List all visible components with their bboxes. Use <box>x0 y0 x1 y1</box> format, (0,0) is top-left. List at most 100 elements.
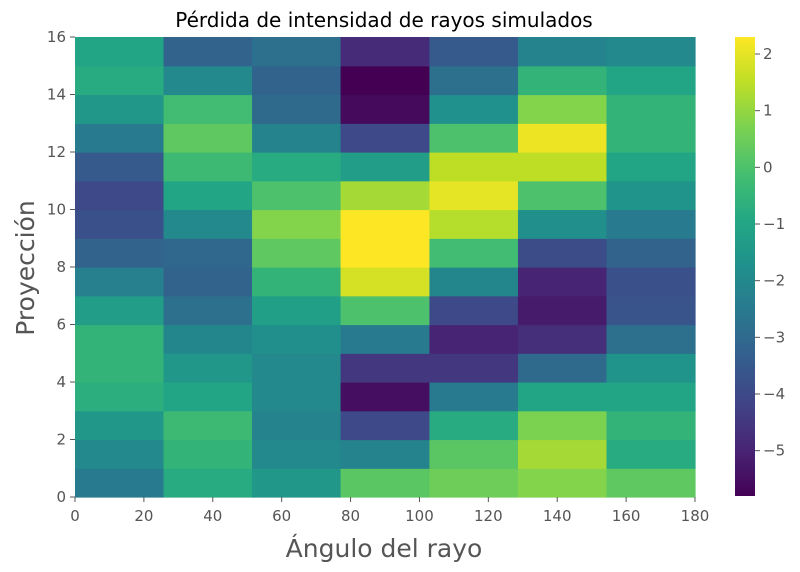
y-tick-label: 0 <box>56 488 66 506</box>
heatmap-cell <box>606 180 696 211</box>
heatmap-cell <box>252 37 342 67</box>
heatmap-cell <box>163 238 253 268</box>
heatmap-cell <box>429 295 519 326</box>
heatmap-cell <box>606 152 696 182</box>
heatmap-cell <box>517 324 608 354</box>
heatmap-cell <box>252 94 342 124</box>
heatmap-cells <box>75 37 696 498</box>
heatmap-cell <box>75 238 165 268</box>
heatmap-cell <box>340 209 431 239</box>
heatmap-cell <box>517 94 608 124</box>
heatmap-cell <box>340 123 431 153</box>
colorbar <box>735 37 755 496</box>
heatmap-cell <box>75 65 165 96</box>
heatmap-cell <box>75 324 165 354</box>
heatmap-cell <box>517 37 608 67</box>
heatmap-cell <box>517 238 608 268</box>
colorbar-tick-label: −1 <box>763 215 785 233</box>
heatmap-cell <box>163 295 253 326</box>
heatmap-cell <box>252 267 342 297</box>
heatmap-cell <box>252 123 342 153</box>
heatmap-cell <box>429 37 519 67</box>
heatmap-cell <box>429 65 519 96</box>
heatmap-cell <box>517 468 608 498</box>
heatmap-cell <box>75 295 165 326</box>
heatmap-cell <box>340 468 431 498</box>
heatmap-cell <box>340 94 431 124</box>
x-tick-label: 180 <box>681 507 710 525</box>
heatmap-cell <box>340 152 431 182</box>
heatmap-cell <box>606 37 696 67</box>
x-axis-label: Ángulo del rayo <box>286 534 483 563</box>
chart-title: Pérdida de intensidad de rayos simulados <box>175 8 592 32</box>
y-tick-label: 10 <box>47 201 66 219</box>
heatmap-cell <box>75 267 165 297</box>
heatmap-cell <box>606 353 696 383</box>
y-tick-label: 4 <box>56 373 66 391</box>
heatmap-cell <box>163 94 253 124</box>
heatmap-cell <box>252 152 342 182</box>
y-tick-label: 6 <box>56 316 66 334</box>
heatmap-cell <box>517 65 608 96</box>
heatmap-cell <box>252 65 342 96</box>
heatmap-cell <box>163 439 253 469</box>
heatmap-cell <box>340 353 431 383</box>
heatmap-cell <box>252 439 342 469</box>
heatmap-cell <box>429 410 519 441</box>
heatmap-cell <box>606 468 696 498</box>
colorbar-tick-label: −2 <box>763 272 785 290</box>
heatmap-cell <box>75 94 165 124</box>
heatmap-cell <box>340 65 431 96</box>
y-axis-ticks: 0 2 4 6 8 10 12 14 16 <box>47 28 75 506</box>
heatmap-cell <box>340 267 431 297</box>
heatmap-cell <box>606 382 696 412</box>
heatmap-cell <box>163 65 253 96</box>
y-axis-label: Proyección <box>11 200 40 335</box>
heatmap-cell <box>163 152 253 182</box>
heatmap-cell <box>163 324 253 354</box>
heatmap-cell <box>606 295 696 326</box>
heatmap-cell <box>75 439 165 469</box>
heatmap-cell <box>163 267 253 297</box>
heatmap-cell <box>606 439 696 469</box>
y-tick-label: 12 <box>47 143 66 161</box>
y-tick-label: 14 <box>47 86 66 104</box>
y-tick-label: 2 <box>56 431 66 449</box>
x-tick-label: 40 <box>203 507 222 525</box>
heatmap-cell <box>75 353 165 383</box>
heatmap-cell <box>429 238 519 268</box>
heatmap-cell <box>252 180 342 211</box>
heatmap-cell <box>429 353 519 383</box>
heatmap-cell <box>340 324 431 354</box>
x-tick-label: 120 <box>474 507 503 525</box>
heatmap-cell <box>75 180 165 211</box>
heatmap-cell <box>606 65 696 96</box>
heatmap-cell <box>340 180 431 211</box>
heatmap-cell <box>517 152 608 182</box>
heatmap-cell <box>429 382 519 412</box>
heatmap-cell <box>163 37 253 67</box>
heatmap-cell <box>252 468 342 498</box>
heatmap-cell <box>429 123 519 153</box>
colorbar-tick-label: 1 <box>763 102 773 120</box>
heatmap-cell <box>163 382 253 412</box>
x-tick-label: 0 <box>70 507 80 525</box>
colorbar-ticks: 2 1 0 −1 −2 −3 −4 −5 <box>755 45 785 460</box>
heatmap-cell <box>517 410 608 441</box>
heatmap-cell <box>429 324 519 354</box>
heatmap-cell <box>75 123 165 153</box>
colorbar-tick-label: −5 <box>763 442 785 460</box>
heatmap-cell <box>517 209 608 239</box>
heatmap-cell <box>163 468 253 498</box>
heatmap-cell <box>606 209 696 239</box>
x-tick-label: 140 <box>543 507 572 525</box>
colorbar-tick-label: 2 <box>763 45 773 63</box>
heatmap-cell <box>340 410 431 441</box>
heatmap-cell <box>163 410 253 441</box>
heatmap-cell <box>252 209 342 239</box>
heatmap-cell <box>429 209 519 239</box>
heatmap-cell <box>606 267 696 297</box>
heatmap-cell <box>252 295 342 326</box>
heatmap-cell <box>517 267 608 297</box>
